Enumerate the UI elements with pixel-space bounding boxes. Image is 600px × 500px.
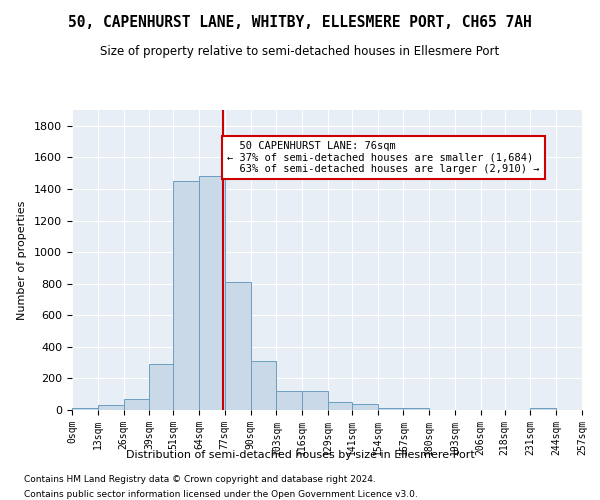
Bar	[124, 399, 149, 410]
Bar	[277, 391, 302, 410]
Y-axis label: Number of properties: Number of properties	[17, 200, 27, 320]
Bar	[173, 181, 199, 410]
Bar	[72, 408, 98, 410]
Bar	[530, 408, 556, 410]
Bar	[302, 391, 328, 410]
Bar	[199, 176, 225, 410]
Bar	[225, 282, 251, 410]
Text: Contains public sector information licensed under the Open Government Licence v3: Contains public sector information licen…	[24, 490, 418, 499]
Text: Contains HM Land Registry data © Crown copyright and database right 2024.: Contains HM Land Registry data © Crown c…	[24, 475, 376, 484]
Text: 50 CAPENHURST LANE: 76sqm
← 37% of semi-detached houses are smaller (1,684)
  63: 50 CAPENHURST LANE: 76sqm ← 37% of semi-…	[227, 141, 539, 174]
Bar	[377, 408, 403, 410]
Bar	[352, 404, 377, 410]
Bar	[149, 364, 173, 410]
Text: Size of property relative to semi-detached houses in Ellesmere Port: Size of property relative to semi-detach…	[100, 45, 500, 58]
Bar	[98, 406, 124, 410]
Bar	[403, 408, 429, 410]
Text: Distribution of semi-detached houses by size in Ellesmere Port: Distribution of semi-detached houses by …	[125, 450, 475, 460]
Text: 50, CAPENHURST LANE, WHITBY, ELLESMERE PORT, CH65 7AH: 50, CAPENHURST LANE, WHITBY, ELLESMERE P…	[68, 15, 532, 30]
Bar	[251, 361, 277, 410]
Bar	[328, 402, 352, 410]
